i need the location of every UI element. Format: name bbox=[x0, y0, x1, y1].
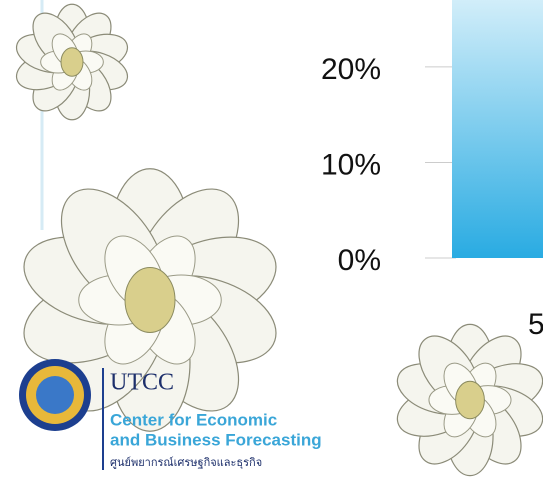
flower-center bbox=[60, 47, 84, 77]
flower-center bbox=[455, 380, 485, 420]
logo-thai: ศูนย์พยากรณ์เศรษฐกิจและธุรกิจ bbox=[110, 456, 262, 469]
logo-line1: Center for Economic bbox=[110, 410, 277, 429]
logo-line2: and Business Forecasting bbox=[110, 430, 322, 449]
y-tick-label: 10% bbox=[321, 148, 381, 181]
plot: 0% 10% 20% 5 bbox=[321, 0, 543, 341]
logo-core bbox=[36, 376, 74, 414]
bar bbox=[452, 0, 543, 258]
flower-center bbox=[124, 267, 176, 333]
y-tick-label: 20% bbox=[321, 53, 381, 86]
logo-name: UTCC bbox=[110, 370, 174, 396]
x-tick-label: 5 bbox=[528, 308, 543, 341]
flowers bbox=[15, 3, 543, 477]
y-tick-label: 0% bbox=[338, 244, 381, 277]
logo: UTCC Center for Economic and Business Fo… bbox=[19, 359, 322, 470]
